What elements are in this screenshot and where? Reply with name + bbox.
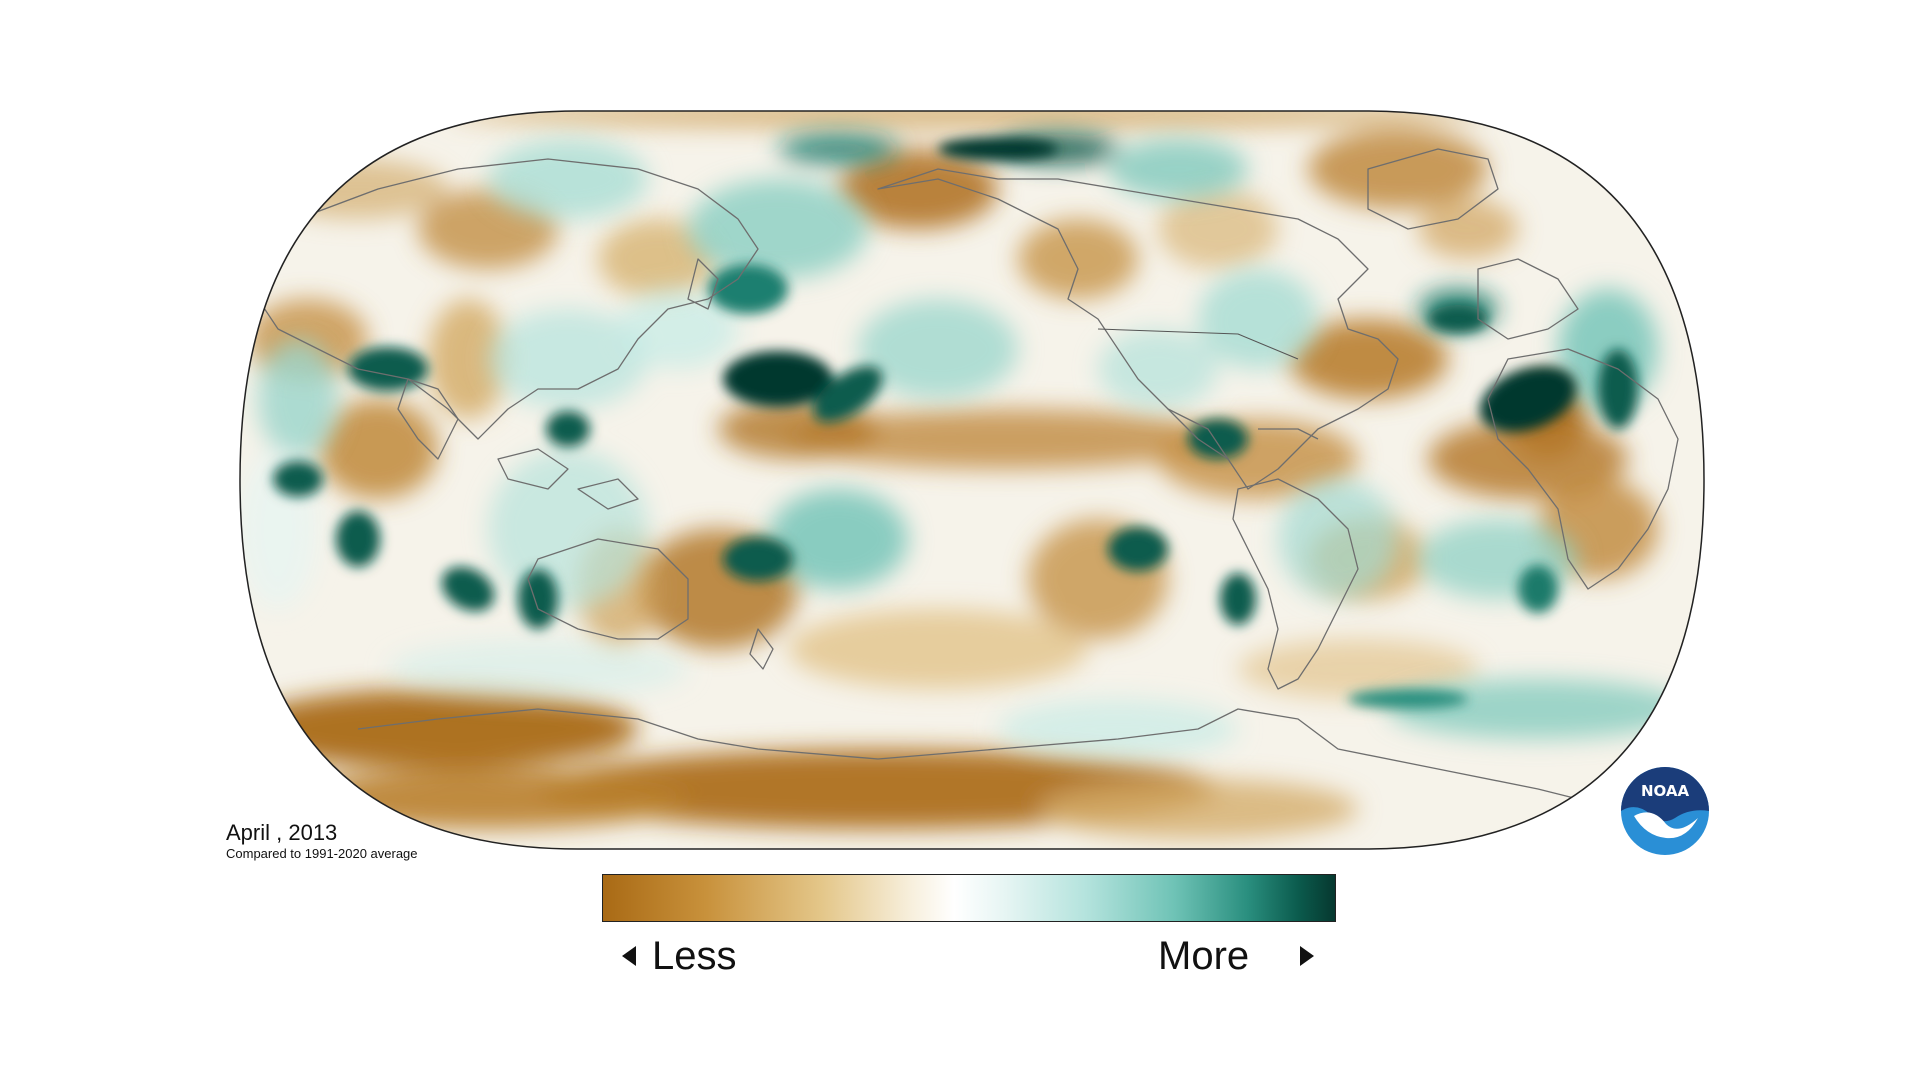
noaa-logo-icon: NOAA bbox=[1621, 767, 1709, 855]
arrow-right-icon bbox=[1300, 946, 1314, 966]
legend-more-label: More bbox=[1158, 934, 1250, 978]
coastlines bbox=[257, 148, 1679, 810]
precipitation-anomaly-map bbox=[239, 110, 1705, 850]
legend-colorbar bbox=[602, 874, 1336, 922]
caption-date: April , 2013 bbox=[226, 820, 338, 845]
caption-subtitle: Compared to 1991-2020 average bbox=[226, 846, 418, 861]
map-caption: April , 2013 Compared to 1991-2020 avera… bbox=[226, 820, 418, 862]
arrow-left-icon bbox=[622, 946, 636, 966]
noaa-logo: NOAA bbox=[1620, 766, 1710, 856]
legend-less-label: Less bbox=[652, 934, 737, 978]
noaa-logo-text: NOAA bbox=[1641, 782, 1690, 800]
world-map bbox=[238, 109, 1706, 851]
map-outline bbox=[239, 110, 1705, 850]
